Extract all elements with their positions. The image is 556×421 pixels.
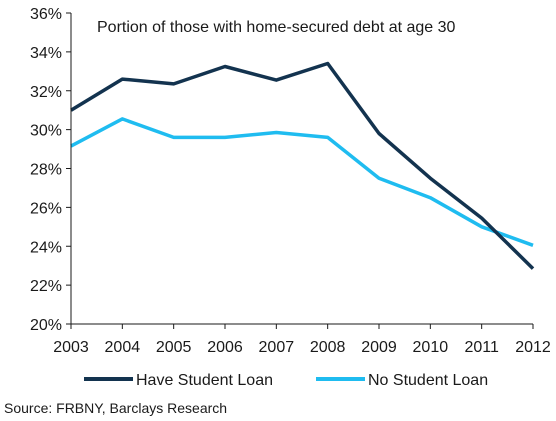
y-axis-ticks: 20% 22% 24% 26% 28% 30% 32% 34% 36% — [30, 6, 71, 334]
series-lines — [70, 61, 535, 270]
y-tick-label: 30% — [30, 123, 62, 140]
series-line-1 — [70, 117, 534, 247]
y-tick-label: 34% — [30, 45, 62, 62]
x-tick-label: 2011 — [464, 339, 499, 356]
x-tick-label: 2008 — [310, 339, 346, 356]
y-tick-label: 22% — [30, 278, 62, 295]
y-tick-label: 20% — [30, 317, 62, 334]
y-tick-label: 24% — [30, 239, 62, 256]
x-tick-label: 2006 — [207, 339, 243, 356]
chart-title: Portion of those with home-secured debt … — [97, 19, 456, 36]
legend-label-0: Have Student Loan — [136, 372, 273, 389]
x-axis-ticks: 2003 2004 2005 2006 2007 2008 2009 2010 2011 2012 — [53, 324, 551, 356]
y-tick-label: 32% — [30, 84, 62, 101]
x-tick-label: 2012 — [515, 339, 551, 356]
x-tick-label: 2004 — [105, 339, 141, 356]
y-tick-label: 26% — [30, 200, 62, 217]
x-tick-label: 2010 — [413, 339, 449, 356]
legend: Have Student Loan No Student Loan — [84, 372, 488, 389]
y-tick-label: 28% — [30, 162, 62, 179]
source-note: Source: FRBNY, Barclays Research — [4, 400, 228, 416]
series-line-0 — [70, 61, 535, 270]
x-tick-label: 2005 — [156, 339, 192, 356]
x-tick-label: 2003 — [53, 339, 89, 356]
x-tick-label: 2009 — [361, 339, 397, 356]
y-tick-label: 36% — [30, 6, 62, 23]
legend-label-1: No Student Loan — [368, 372, 488, 389]
x-tick-label: 2007 — [259, 339, 295, 356]
